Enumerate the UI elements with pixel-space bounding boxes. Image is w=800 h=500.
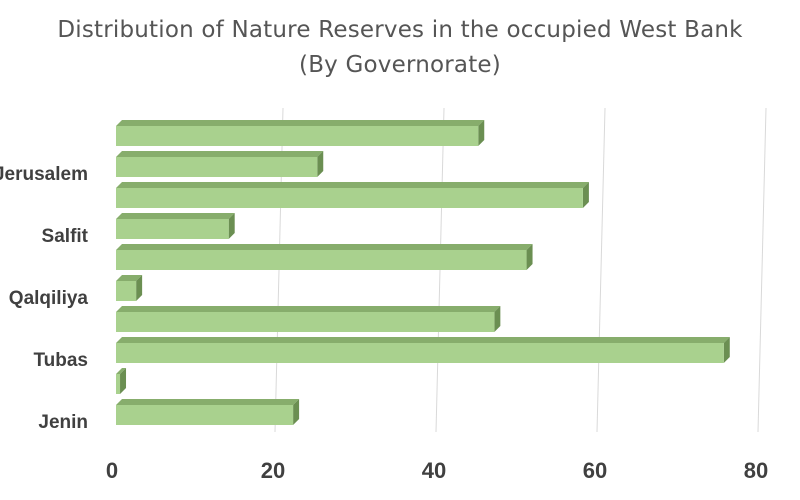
x-tick-label-2: 40: [422, 458, 446, 483]
category-label-9: Jenin: [38, 412, 88, 433]
bar-3: [116, 213, 235, 239]
bar-4: [116, 244, 533, 270]
x-tick-label-0: 0: [106, 458, 118, 483]
bar-2: [116, 182, 589, 208]
bar-9: [116, 399, 300, 425]
category-label-5: Qalqiliya: [9, 288, 89, 309]
bar-7: [116, 337, 730, 363]
chart-subtitle: (By Governorate): [299, 52, 501, 78]
chart-title: Distribution of Nature Reserves in the o…: [57, 17, 743, 43]
x-tick-label-3: 60: [583, 458, 607, 483]
category-label-1: Jerusalem: [0, 164, 88, 185]
category-label-7: Tubas: [33, 350, 88, 371]
gridline-3: [596, 107, 606, 433]
category-label-3: Salfit: [42, 226, 89, 247]
bar-5: [116, 275, 143, 301]
x-tick-label-4: 80: [744, 458, 768, 483]
x-tick-label-1: 20: [261, 458, 285, 483]
bar-0: [116, 120, 485, 146]
bar-6: [116, 306, 501, 332]
bar-1: [116, 151, 324, 177]
gridline-4: [757, 107, 767, 433]
bar-8: [116, 368, 127, 394]
